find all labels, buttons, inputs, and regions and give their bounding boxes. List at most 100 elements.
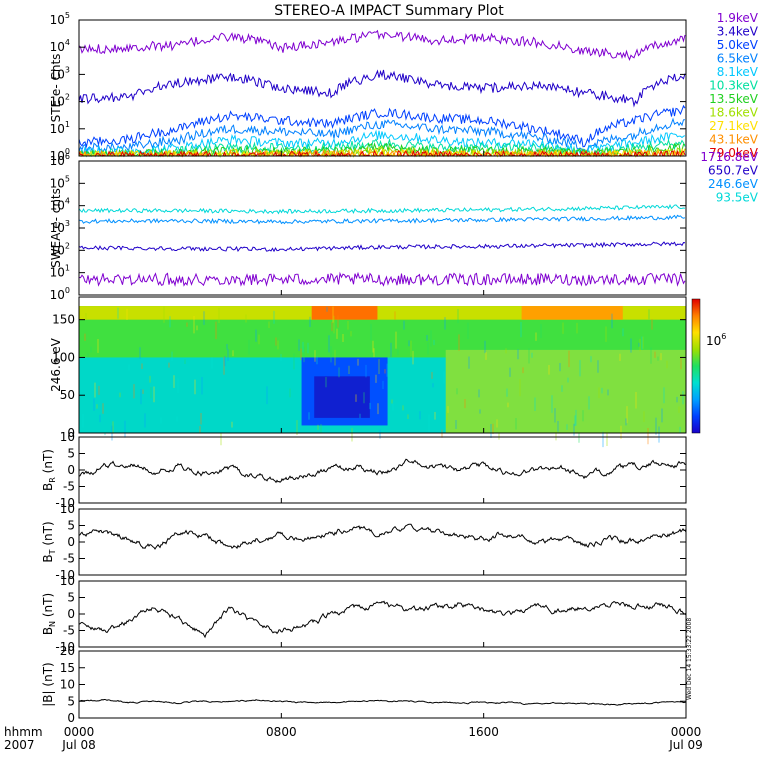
- ytick-label: 0: [67, 711, 75, 725]
- series-ste-6: [78, 141, 686, 158]
- colorbar-label-exponent: 6: [721, 332, 726, 341]
- spectrogram-image: [78, 306, 686, 448]
- ytick-label: -5: [63, 480, 75, 494]
- ytick-exponent: 1: [65, 264, 70, 273]
- ylabel-main: B: [41, 483, 55, 491]
- ytick-label: 5: [67, 591, 75, 605]
- ytick-label: -10: [55, 496, 75, 510]
- panel-bmag: 0 5 10 15 20 |B| (nT): [41, 644, 687, 725]
- ytick-exponent: 5: [65, 11, 70, 20]
- ytick-label: 0: [67, 607, 75, 621]
- ytick-label: 10: [60, 678, 75, 692]
- ytick-label: 102: [50, 241, 70, 257]
- panel-frame-bt: [78, 508, 687, 576]
- legend-swea-2: 246.6eV: [708, 177, 759, 191]
- ytick-label: 5: [67, 694, 75, 708]
- legend-ste-9: 43.1keV: [709, 133, 759, 147]
- ytick-exponent: 3: [65, 65, 70, 74]
- series-bt: [78, 523, 687, 550]
- ylabel-spectrogram: 246.6 eV: [49, 337, 63, 392]
- ytick-label: 100: [52, 350, 75, 364]
- series-bn: [78, 600, 687, 639]
- xtick-time: 1600: [468, 725, 499, 739]
- panel-spectrogram: 0 50 100 150 246.6 eV: [49, 296, 687, 448]
- ylabel-ste: STE e- Cnts: [49, 54, 63, 123]
- ytick-exponent: 0: [65, 286, 70, 295]
- series-ste-2: [78, 104, 686, 149]
- xaxis-corner-label-1: 2007: [4, 738, 35, 752]
- legend-ste-4: 8.1keV: [717, 65, 759, 79]
- ytick-base: 10: [50, 199, 65, 213]
- ylabel-unit: (nT): [41, 662, 55, 686]
- xtick-time: 0000: [671, 725, 702, 739]
- ylabel-subscript: T: [48, 549, 57, 555]
- ytick-label: 10: [60, 430, 75, 444]
- ytick-label: 105: [50, 11, 70, 27]
- ytick-label: -5: [63, 624, 75, 638]
- ytick-base: 10: [50, 40, 65, 54]
- legend-ste-0: 1.9keV: [717, 11, 759, 25]
- spectrogram-region-7: [521, 306, 623, 320]
- ytick-label: -5: [63, 552, 75, 566]
- ytick-label: 103: [50, 219, 70, 235]
- ytick-label: 20: [60, 644, 75, 658]
- ytick-base: 10: [50, 122, 65, 136]
- ytick-label: 150: [52, 313, 75, 327]
- ylabel-main: |B|: [41, 690, 55, 706]
- panel-frame-spectrogram: [78, 296, 687, 434]
- ytick-exponent: 4: [65, 38, 70, 47]
- ytick-label: 102: [50, 93, 70, 109]
- ylabel-unit: (nT): [41, 449, 55, 473]
- ylabel-subscript: R: [48, 477, 57, 483]
- ytick-label: 103: [50, 65, 70, 81]
- ytick-base: 10: [50, 176, 65, 190]
- spectrogram-region-6: [311, 306, 378, 320]
- ytick-base: 10: [50, 266, 65, 280]
- ytick-label: 0: [67, 426, 75, 440]
- legend-swea-3: 93.5eV: [716, 191, 759, 205]
- ytick-label: 104: [50, 38, 70, 54]
- ylabel-main: B: [41, 554, 55, 562]
- ytick-label: 106: [50, 152, 70, 168]
- spectrogram-region-3: [445, 349, 686, 433]
- legend-ste-2: 5.0keV: [717, 38, 759, 52]
- ytick-label: 100: [50, 147, 70, 163]
- ytick-label: 5: [67, 519, 75, 533]
- ytick-base: 10: [50, 288, 65, 302]
- ytick-exponent: 6: [65, 152, 70, 161]
- ytick-label: 105: [50, 174, 70, 190]
- panel-frame-bmag: [78, 650, 687, 719]
- ytick-label: 101: [50, 120, 70, 136]
- colorbar-bar: [691, 298, 701, 434]
- ytick-label: 5: [67, 447, 75, 461]
- legend-ste-8: 27.1keV: [709, 119, 759, 133]
- plot-title: STEREO-A IMPACT Summary Plot: [274, 3, 504, 19]
- ylabel-main: B: [41, 627, 55, 635]
- ytick-label: 10: [60, 502, 75, 516]
- series-swea-1: [78, 241, 686, 253]
- legend-ste-6: 13.5keV: [709, 92, 759, 106]
- spectrogram-region-5: [314, 376, 370, 418]
- ytick-base: 10: [50, 13, 65, 27]
- series-br: [78, 458, 687, 484]
- legend-ste-10: 79.0keV: [709, 146, 759, 160]
- legend-ste-7: 18.6keV: [709, 106, 759, 120]
- ytick-base: 10: [50, 67, 65, 81]
- ylabel-bn: BN (nT): [41, 593, 57, 635]
- ytick-exponent: 2: [65, 241, 70, 250]
- legend-ste-1: 3.4keV: [717, 25, 759, 39]
- ylabel-subscript: N: [48, 621, 57, 627]
- xtick-date: Jul 09: [668, 738, 703, 752]
- ytick-base: 10: [50, 221, 65, 235]
- ytick-base: 10: [50, 154, 65, 168]
- energy-legend: 1.9keV3.4keV5.0keV6.5keV8.1keV10.3keV13.…: [700, 11, 758, 205]
- ylabel-swea: SWEA e- cnts: [49, 188, 63, 268]
- ytick-label: 101: [50, 264, 70, 280]
